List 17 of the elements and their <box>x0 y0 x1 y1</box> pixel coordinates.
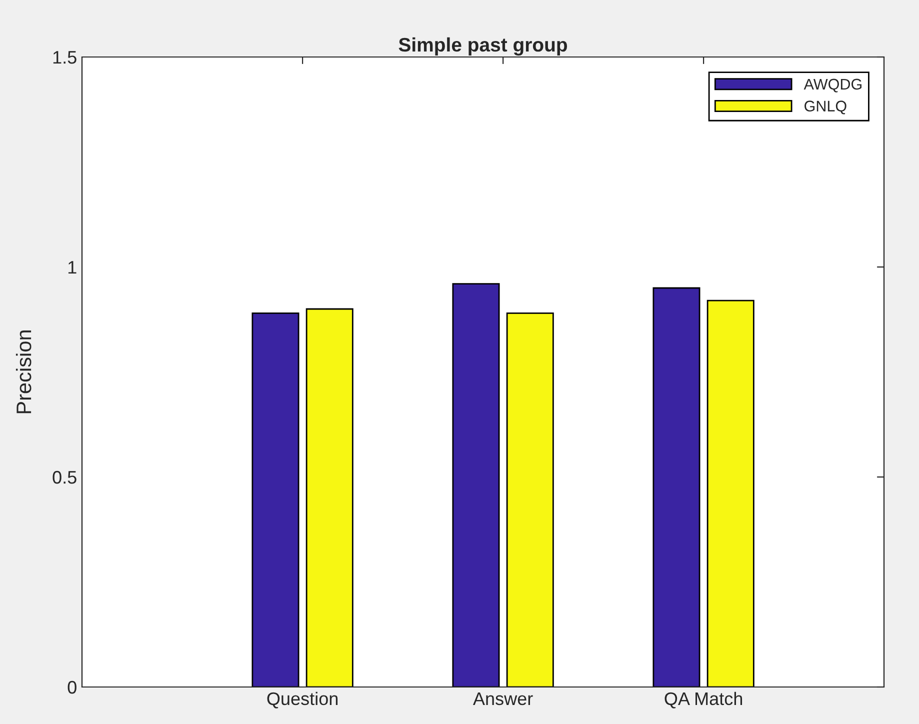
y-tick-label: 0.5 <box>52 470 76 484</box>
y-tick-label: 1 <box>68 261 76 274</box>
chart-title: Simple past group <box>398 37 568 56</box>
x-tick-label: Answer <box>472 692 533 706</box>
x-tick-label: Question <box>267 692 338 708</box>
x-tick-label: QA Match <box>664 692 742 708</box>
bar <box>306 308 354 687</box>
bar <box>506 312 554 687</box>
y-tick-label: 1.5 <box>53 51 76 64</box>
bar <box>452 283 500 687</box>
bar <box>252 312 300 687</box>
y-axis-title: Precision <box>16 330 32 414</box>
legend-label: AWQDG <box>804 78 862 92</box>
legend-label: GNLQ <box>804 100 846 114</box>
bar <box>652 287 700 687</box>
bar <box>706 300 754 687</box>
y-tick-label: 0 <box>68 680 76 694</box>
